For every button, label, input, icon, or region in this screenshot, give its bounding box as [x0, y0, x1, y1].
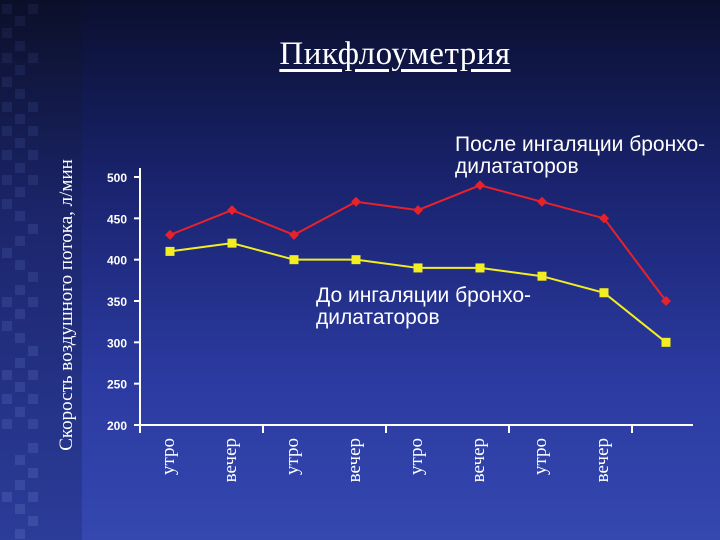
data-point	[600, 288, 609, 297]
x-tick-label: вечер	[468, 438, 489, 482]
x-tick-label: утро	[282, 438, 303, 475]
y-tick-label: 450	[107, 212, 127, 226]
x-tick-label: утро	[406, 438, 427, 475]
y-tick-label: 300	[107, 336, 127, 350]
data-point	[537, 197, 547, 207]
data-point	[165, 230, 175, 240]
y-tick-label: 250	[107, 378, 127, 392]
data-point	[166, 247, 175, 256]
x-tick-label: утро	[530, 438, 551, 475]
data-point	[351, 197, 361, 207]
series-label-line: дилататоров	[455, 155, 579, 178]
series-label-line: дилататоров	[316, 306, 440, 329]
data-point	[476, 263, 485, 272]
series-label-line: После ингаляции бронхо-	[455, 133, 705, 156]
series-label-before: До ингаляции бронхо-дилататоров	[316, 284, 531, 329]
x-tick-label: утро	[158, 438, 179, 475]
series-label-line: До ингаляции бронхо-	[316, 284, 531, 307]
x-tick-label: вечер	[220, 438, 241, 482]
data-point	[352, 255, 361, 264]
y-axis-title: Скорость воздушного потока, л/мин	[56, 159, 77, 451]
data-point	[228, 239, 237, 248]
y-tick-label: 350	[107, 295, 127, 309]
data-point	[227, 205, 237, 215]
y-tick-label: 500	[107, 171, 127, 185]
x-tick-group: утро вечер утро вечер утро вечер утро вечер	[140, 425, 632, 482]
y-tick-group: 200 250 300 350 400 450 500	[107, 171, 140, 433]
x-tick-label: вечер	[344, 438, 365, 482]
data-point	[290, 255, 299, 264]
y-tick-label: 400	[107, 254, 127, 268]
series-label-after: После ингаляции бронхо-дилататоров	[455, 133, 705, 178]
data-point	[414, 263, 423, 272]
x-tick-label: вечер	[592, 438, 613, 482]
data-point	[662, 338, 671, 347]
data-point	[475, 180, 485, 190]
data-point	[289, 230, 299, 240]
y-tick-label: 200	[107, 419, 127, 433]
data-point	[538, 272, 547, 281]
data-point	[413, 205, 423, 215]
